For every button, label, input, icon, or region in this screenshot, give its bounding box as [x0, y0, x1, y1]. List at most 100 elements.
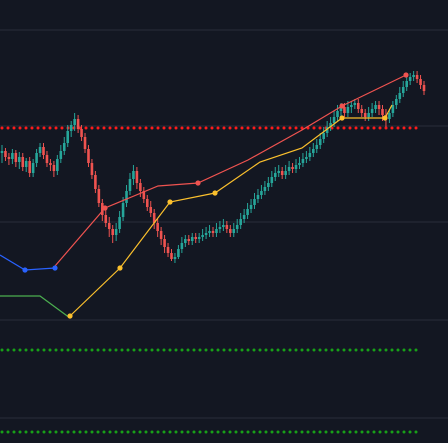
candle: [308, 147, 312, 161]
pivot-low-marker: [339, 115, 345, 121]
candle-body: [398, 93, 402, 99]
candle-body: [356, 103, 360, 109]
candle-body: [97, 189, 101, 203]
candle-body: [76, 119, 80, 129]
candle-body: [118, 217, 121, 229]
candle-body: [128, 179, 132, 191]
candle-body: [83, 137, 87, 149]
candle: [45, 151, 49, 167]
horizontal-levels: [0, 126, 424, 434]
candle: [184, 235, 187, 247]
candle: [408, 73, 412, 85]
candle-body: [211, 231, 215, 233]
candle: [374, 101, 377, 113]
channel-lines: [0, 74, 407, 319]
candle-body: [14, 153, 18, 162]
pivot-high-marker: [339, 103, 345, 109]
candle: [388, 109, 391, 123]
candle-body: [256, 195, 260, 199]
candle-body: [52, 165, 56, 171]
candle: [197, 233, 201, 243]
candle-body: [267, 183, 270, 187]
candle-body: [218, 227, 222, 229]
candle-body: [139, 183, 142, 191]
candle-body: [322, 133, 325, 139]
candle-body: [170, 253, 173, 259]
candle-body: [7, 157, 11, 159]
candle: [235, 219, 239, 233]
candle: [370, 103, 374, 117]
candle: [232, 223, 236, 237]
candle: [322, 127, 325, 143]
candle-body: [294, 165, 298, 169]
candle-body: [277, 171, 281, 173]
candle: [312, 143, 315, 157]
blue-trend-line: [0, 254, 56, 271]
candle-body: [301, 159, 305, 163]
candle: [318, 133, 322, 149]
candle-body: [336, 111, 339, 117]
candle-body: [242, 215, 246, 219]
candle: [152, 209, 156, 229]
candle: [222, 219, 225, 231]
candle-body: [388, 113, 391, 119]
candle-body: [228, 229, 232, 233]
candle-body: [391, 105, 395, 113]
candle-body: [107, 223, 111, 229]
candle-body: [187, 239, 191, 241]
candle: [401, 81, 405, 97]
pivot-low-marker: [382, 115, 388, 121]
candle-body: [4, 151, 7, 157]
candle: [107, 217, 111, 237]
candle: [208, 225, 211, 237]
candle-body: [350, 105, 353, 107]
candle-body: [415, 75, 419, 79]
candle: [415, 71, 419, 83]
candle-body: [145, 199, 149, 207]
candle: [260, 185, 263, 199]
candle-body: [94, 175, 97, 189]
candle: [291, 163, 294, 173]
candle-body: [353, 103, 357, 105]
candle: [0, 145, 4, 163]
candle: [336, 105, 339, 121]
candle: [104, 209, 108, 227]
candle-body: [395, 99, 398, 105]
pivot-low-marker: [117, 265, 123, 271]
candle: [80, 125, 83, 141]
candle: [242, 209, 246, 223]
candle-body: [401, 87, 405, 93]
candle: [128, 173, 132, 195]
candle: [263, 181, 267, 195]
candle: [90, 159, 94, 179]
candle: [59, 145, 63, 163]
candle-body: [80, 129, 83, 137]
candle: [356, 99, 360, 113]
candle-body: [135, 171, 139, 183]
candle-body: [56, 159, 59, 171]
candle: [11, 149, 14, 164]
candle-body: [204, 233, 208, 235]
candle: [42, 143, 45, 159]
candle: [14, 150, 18, 167]
candle: [73, 113, 76, 131]
candle: [125, 185, 128, 207]
candle-body: [121, 203, 125, 217]
candle-body: [59, 151, 63, 159]
pivot-markers: [22, 72, 409, 319]
candle: [159, 227, 163, 245]
candle: [180, 237, 184, 253]
candle: [145, 195, 149, 211]
candle-body: [111, 229, 114, 235]
upper-channel-line: [54, 74, 407, 267]
candle-body: [315, 145, 319, 149]
candle-body: [45, 155, 49, 163]
candle: [253, 193, 256, 209]
candle-body: [194, 237, 198, 239]
candle: [305, 151, 308, 163]
candle: [246, 203, 249, 219]
candle-body: [69, 125, 73, 131]
candle-body: [90, 163, 94, 175]
candle-body: [374, 105, 377, 109]
